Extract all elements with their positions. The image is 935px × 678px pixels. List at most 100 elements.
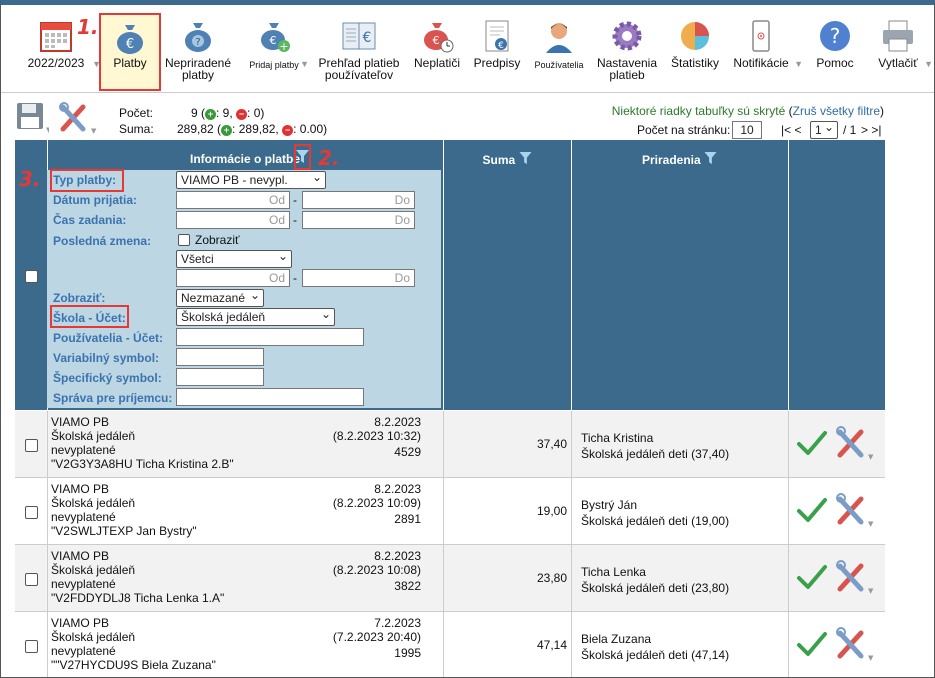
column-divider [443,612,444,677]
zobrazit-label: Zobraziť: [53,291,106,305]
column-divider [571,140,572,410]
zobrazit-checkbox[interactable] [178,234,190,246]
toolbar-nastavenia-button[interactable]: Nastavenia platieb [593,13,661,85]
row-checkbox[interactable] [25,439,38,452]
confirm-check-icon[interactable] [796,429,828,457]
cas-od-input[interactable]: Od [176,211,290,229]
toolbar-prehlad-button[interactable]: € Prehľad platieb používateľov [313,13,405,85]
toolbar-predpisy-button[interactable]: € Predpisy [469,13,525,85]
column-divider [571,478,572,544]
tools-icon[interactable]: ▼ [835,559,875,595]
payment-sum: 19,00 [536,504,567,518]
count-plus: : 9, [216,106,233,120]
toolbar-statistiky-button[interactable]: Štatistiky [665,13,725,85]
row-checkbox[interactable] [25,573,38,586]
tools-icon[interactable]: ▼ [57,101,97,135]
assigned-account: Školská jedáleň deti (47,14) [581,648,730,662]
toolbar-predpisy-label: Predpisy [473,56,521,70]
typ-platby-select[interactable]: VIAMO PB - nevypl. [176,169,326,189]
toolbar-neplatici-label: Neplatiči [413,56,461,70]
tools-icon[interactable]: ▼ [835,626,875,662]
payment-account: Školská jedáleň [51,496,136,510]
confirm-check-icon[interactable] [796,496,828,524]
column-divider [788,612,789,677]
zmena-od-input[interactable]: Od [176,269,290,287]
assigned-name: Ticha Kristina [581,431,654,445]
toolbar-pomoc-button[interactable]: ? Pomoc [807,13,863,85]
tools-icon[interactable]: ▼ [835,492,875,528]
filter-icon[interactable] [518,152,532,165]
posledna-zmena-label: Posledná zmena: [53,234,152,248]
typ-platby-label: Typ platby: [53,173,117,187]
per-page-input[interactable]: 10 [732,121,762,139]
pager-next-last[interactable]: > >| [861,123,882,137]
payment-status: nevyplatené [51,443,116,457]
payment-type: VIAMO PB [51,482,110,496]
chevron-down-icon: ▼ [300,59,309,69]
pie-chart-icon [681,22,709,50]
header-info: Informácie o platbe [47,152,443,166]
money-bag-clock-icon: € [424,23,454,53]
skola-ucet-label: Škola - Účet: [53,311,126,325]
payment-datetime: (8.2.2023 10:32) [332,429,421,443]
toolbar-pridaj-label: Pridaj platby [249,60,299,70]
pouzivatelia-ucet-input[interactable] [176,328,364,346]
tools-icon[interactable]: ▼ [835,425,875,461]
payment-type: VIAMO PB [51,616,110,630]
header-assign-label: Priradenia [641,153,701,167]
datum-od-input[interactable]: Od [176,191,290,209]
toolbar-notifikacie-button[interactable]: Notifikácie ▼ [729,13,803,85]
year-selector[interactable]: 2022/2023 ▼ [21,13,101,85]
toolbar: 2022/2023 ▼ 1. € Platby ? Nepriradené pl… [1,5,934,93]
filter-icon[interactable] [296,150,309,164]
row-checkbox[interactable] [25,506,38,519]
plus-icon: + [221,125,233,136]
confirm-check-icon[interactable] [796,563,828,591]
payment-type: VIAMO PB [51,415,110,429]
zobrazit-select[interactable]: Nezmazané [176,287,264,307]
vsetci-select[interactable]: Všetci [176,248,292,268]
row-checkbox[interactable] [25,640,38,653]
variabilny-symbol-label: Variabilný symbol: [53,351,160,365]
assigned-name: Ticha Lenka [581,565,646,579]
svg-text:▼: ▼ [868,520,874,528]
toolbar-platby-button[interactable]: € Platby [99,13,161,91]
confirm-check-icon[interactable] [796,630,828,658]
clear-filters-link[interactable]: Zruš všetky filtre [792,104,880,118]
payment-sum: 23,80 [536,571,567,585]
pouzivatelia-ucet-label: Používatelia - Účet: [53,331,164,345]
toolbar-pridaj-button[interactable]: € + Pridaj platby ▼ [241,13,309,85]
datum-do-input[interactable]: Do [302,191,415,209]
svg-text:+: + [279,40,288,53]
toolbar-vytlacit-button[interactable]: Vytlačiť ▼ [867,13,933,85]
skola-ucet-select[interactable]: Školská jedáleň [176,306,335,326]
save-icon[interactable]: ▼ [15,101,49,133]
zmena-do-input[interactable]: Do [302,269,415,287]
specificky-symbol-input[interactable] [176,368,264,386]
column-divider [788,545,789,611]
sprava-prijemcu-input[interactable] [176,388,364,406]
column-divider [788,411,789,477]
svg-text:€: € [126,37,134,52]
variabilny-symbol-input[interactable] [176,348,264,366]
toolbar-nepriradene-button[interactable]: ? Nepriradené platby [164,13,232,85]
money-bag-question-icon: ? [185,23,211,52]
payment-status: nevyplatené [51,644,116,658]
calendar-icon [40,22,72,52]
toolbar-neplatici-button[interactable]: € Neplatiči [407,13,467,85]
annotation-1: 1. [77,15,99,39]
cas-do-input[interactable]: Do [302,211,415,229]
variable-symbol: 2891 [394,512,421,526]
plus-icon: + [205,109,217,120]
chevron-down-icon: ▼ [92,59,101,69]
svg-text:€: € [270,34,277,47]
payment-account: Školská jedáleň [51,563,136,577]
toolbar-pouzivatelia-button[interactable]: Používatelia [529,13,589,85]
gear-icon [612,21,642,51]
select-all-checkbox[interactable] [25,270,38,283]
count-label: Počet: [119,106,154,120]
filter-icon[interactable] [704,152,717,165]
pager-first-prev[interactable]: |< < [781,123,802,137]
payment-status: nevyplatené [51,510,116,524]
page-select[interactable]: 1 [810,119,838,139]
